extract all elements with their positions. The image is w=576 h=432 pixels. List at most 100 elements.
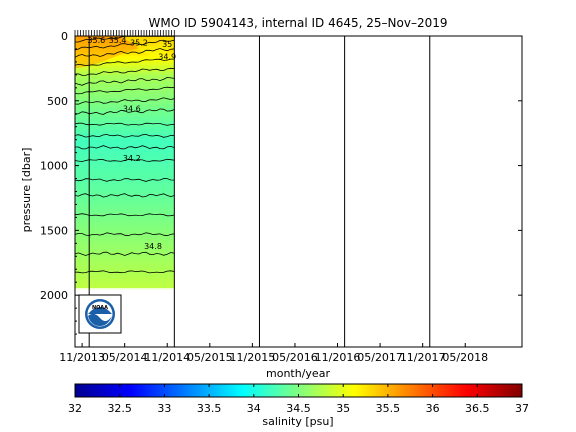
colorbar-tick-label: 35 [336, 402, 350, 415]
heatmap-band [75, 68, 175, 73]
isohaline-contour [75, 158, 175, 162]
heatmap-band [75, 58, 175, 63]
heatmap-band [75, 78, 175, 82]
heatmap-band [75, 279, 175, 283]
heatmap-band [75, 175, 175, 180]
heatmap-band [75, 139, 175, 144]
heatmap-band [75, 204, 175, 209]
isohaline-contour [75, 97, 175, 105]
x-tick-label: 11/2014 [144, 351, 190, 364]
heatmap-band [75, 230, 175, 235]
heatmap-band [75, 214, 175, 218]
heatmap-band [75, 110, 175, 115]
isohaline-contour [75, 133, 175, 138]
heatmap-band [75, 168, 175, 173]
x-tick-label: 05/2016 [272, 351, 318, 364]
heatmap-band [75, 52, 175, 56]
salinity-heatmap [75, 36, 175, 290]
noaa-logo-text: NOAA [92, 305, 108, 311]
heatmap-band [75, 165, 175, 170]
x-tick-label: 05/2015 [187, 351, 233, 364]
heatmap-band [75, 223, 175, 228]
heatmap-band [75, 172, 175, 176]
contour-labels: 35.6 35.4 35.2 35 34.9 34.6 34.2 34.8 [87, 36, 176, 251]
heatmap-band [75, 146, 175, 150]
heatmap-band [75, 129, 175, 134]
isohaline-contour [75, 122, 175, 126]
heatmap-band [75, 236, 175, 241]
contour-label: 35.4 [109, 36, 127, 45]
x-tick-label: 11/2017 [400, 351, 446, 364]
x-tick-label: 11/2016 [315, 351, 361, 364]
x-tick-label: 11/2013 [59, 351, 105, 364]
y-tick-label: 500 [47, 95, 68, 108]
isohaline-contour [75, 67, 175, 76]
isohaline-contour [75, 39, 175, 51]
contour-label: 35 [162, 40, 172, 49]
heatmap-band [75, 117, 175, 121]
surface-lens [120, 36, 175, 56]
heatmap-band [75, 71, 175, 76]
y-axis-ticks: 0 500 1000 1500 2000 [40, 30, 522, 335]
colorbar-tick-label: 33 [157, 402, 171, 415]
colorbar-tick-label: 36 [426, 402, 440, 415]
heatmap-band [75, 181, 175, 186]
heatmap-band [75, 133, 175, 137]
heatmap-band [75, 152, 175, 157]
y-tick-label: 1000 [40, 160, 68, 173]
isohaline-contour [75, 270, 175, 274]
heatmap-band [75, 285, 175, 290]
heatmap-band [75, 246, 175, 251]
contour-label: 34.9 [158, 53, 176, 62]
heatmap-band [75, 94, 175, 99]
isohaline-contours [75, 36, 175, 290]
heatmap-band [75, 100, 175, 105]
y-tick-label: 2000 [40, 289, 68, 302]
colorbar-tick-label: 35.5 [376, 402, 401, 415]
colorbar-tick-label: 34.5 [286, 402, 311, 415]
colorbar-label: salinity [psu] [262, 415, 333, 428]
isohaline-contour [75, 232, 175, 237]
heatmap-band [75, 61, 175, 66]
heatmap-band [75, 256, 175, 261]
heatmap-band [75, 198, 175, 202]
contour-label: 34.2 [123, 154, 141, 163]
heatmap-band [75, 155, 175, 160]
heatmap-band [75, 269, 175, 274]
heatmap-band [75, 126, 175, 131]
heatmap-band [75, 201, 175, 205]
heatmap-band [75, 178, 175, 183]
heatmap-band [75, 227, 175, 231]
isohaline-contour [75, 108, 175, 115]
heatmap-band [75, 185, 175, 189]
heatmap-band [75, 262, 175, 267]
heatmap-band [75, 159, 175, 163]
contour-label: 34.8 [144, 242, 162, 251]
heatmap-band [75, 253, 175, 257]
colorbar-ticks: 32 32.5 33 33.5 34 34.5 35 35.5 36 36.5 37 [68, 384, 529, 415]
heatmap-band [75, 81, 175, 86]
heatmap-band [75, 84, 175, 89]
isohaline-contour [75, 76, 175, 86]
heatmap-band [75, 136, 175, 141]
contour-label: 34.6 [123, 105, 141, 114]
heatmap-band [75, 162, 175, 167]
heatmap-band [75, 194, 175, 199]
heatmap-band [75, 259, 175, 264]
heatmap-band [75, 149, 175, 154]
colorbar-tick-label: 32.5 [107, 402, 132, 415]
heatmap-band [75, 113, 175, 118]
y-tick-label: 1500 [40, 224, 68, 237]
noaa-logo: NOAA [78, 294, 122, 334]
heatmap-band [75, 55, 175, 60]
isohaline-contour [75, 145, 175, 150]
heatmap-band [75, 104, 175, 108]
heatmap-band [75, 220, 175, 225]
colorbar-tick-label: 33.5 [197, 402, 222, 415]
isohaline-contour [75, 86, 175, 95]
heatmap-band [75, 266, 175, 270]
heatmap-band [75, 282, 175, 286]
isohaline-contour [75, 213, 175, 217]
x-tick-label: 05/2018 [442, 351, 488, 364]
isohaline-contour [75, 251, 175, 256]
